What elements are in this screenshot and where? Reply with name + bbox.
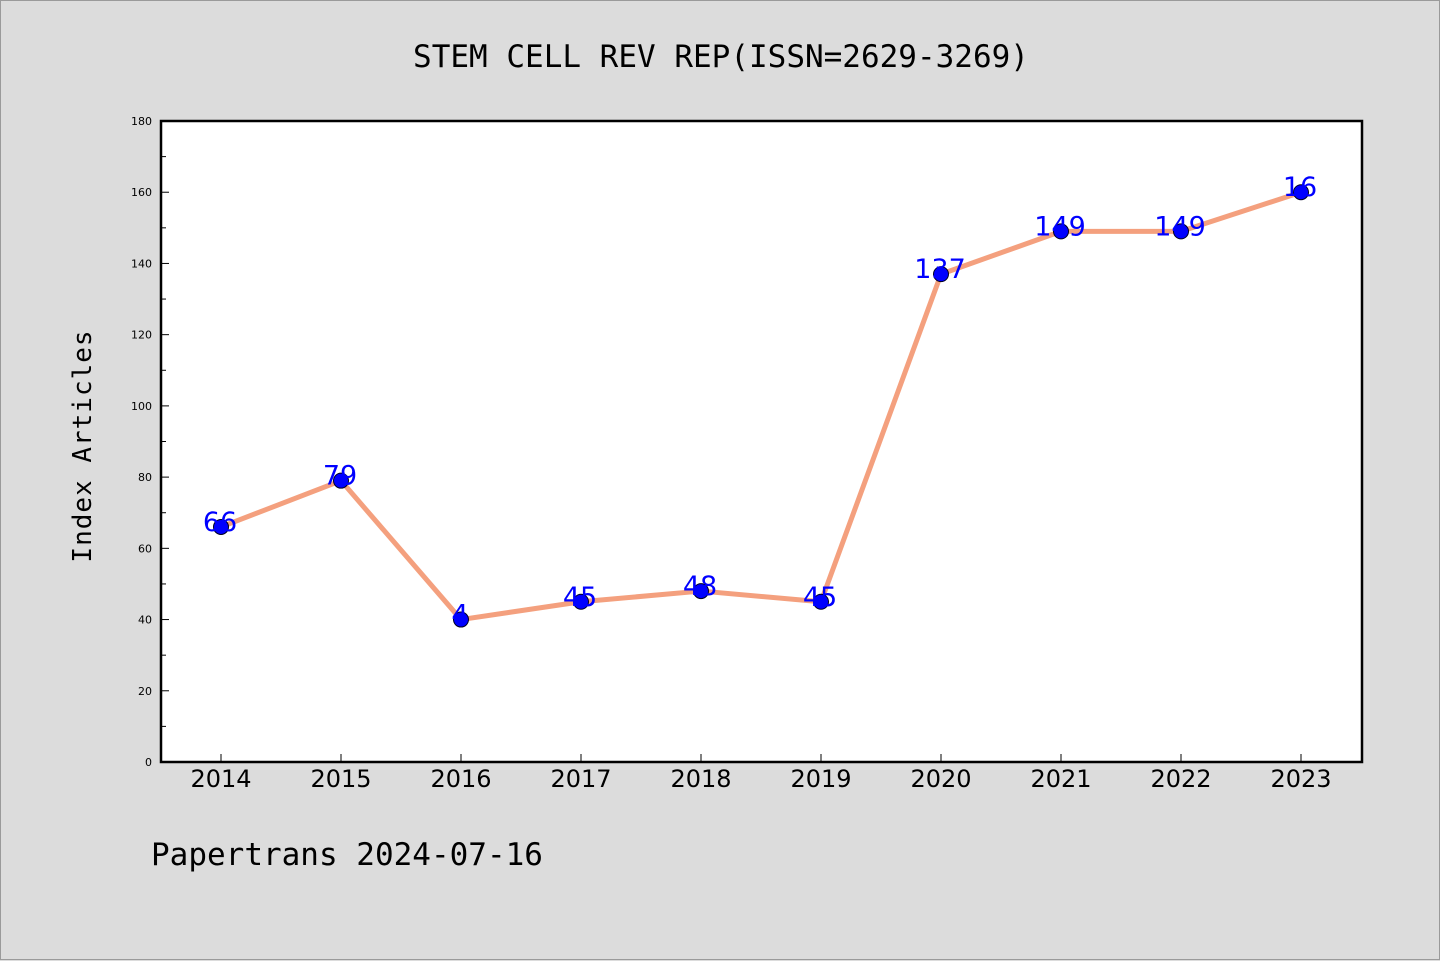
y-tick-label: 120 [131,329,152,342]
data-label: 48 [683,571,717,602]
data-label: 4 [451,600,468,631]
data-label: 149 [1154,211,1206,242]
y-tick-label: 40 [138,614,152,627]
data-point [1053,223,1069,240]
data-point [333,472,349,489]
x-tick-label: 2014 [190,765,251,793]
data-point [213,518,229,535]
x-tick-label: 2017 [550,765,611,793]
x-tick-label: 2016 [430,765,491,793]
data-label: 45 [803,582,837,613]
x-tick-label: 2020 [910,765,971,793]
x-tick-label: 2015 [310,765,371,793]
x-tick-label: 2023 [1270,765,1331,793]
data-point [693,583,709,600]
data-point [453,611,469,628]
data-label: 137 [914,254,966,285]
data-point [1173,223,1189,240]
data-label: 16 [1283,172,1317,203]
x-tick-label: 2021 [1030,765,1091,793]
series-line [220,189,1302,623]
y-tick-label: 60 [138,542,152,555]
y-tick-label: 80 [138,471,152,484]
x-tick-label: 2019 [790,765,851,793]
y-tick-label: 180 [131,115,152,128]
data-point [1293,184,1309,201]
data-point [813,593,829,610]
y-tick-label: 160 [131,186,152,199]
data-point [933,266,949,283]
footer-credit: Papertrans 2024-07-16 [151,837,543,873]
data-point [573,593,589,610]
y-tick-label: 100 [131,400,152,413]
y-tick-label: 140 [131,257,152,270]
data-label: 45 [563,582,597,613]
x-tick-label: 2022 [1150,765,1211,793]
y-tick-label: 0 [145,756,152,769]
x-tick-label: 2018 [670,765,731,793]
data-label: 79 [323,461,357,492]
y-axis: 0 20 40 60 80 100 120 140 160 180 [131,115,169,769]
plot-area [159,119,1364,764]
series-layer: 66 79 4 45 48 45 137 149 149 16 [203,172,1317,630]
x-axis: 2014 2015 2016 2017 2018 2019 2020 2021 2022 2023 [190,754,1332,793]
y-axis-label: Index Articles [68,329,98,562]
y-tick-label: 20 [138,685,152,698]
chart-title: STEM CELL REV REP(ISSN=2629-3269) [413,39,1029,75]
data-label: 149 [1034,211,1086,242]
data-label: 66 [203,507,237,538]
